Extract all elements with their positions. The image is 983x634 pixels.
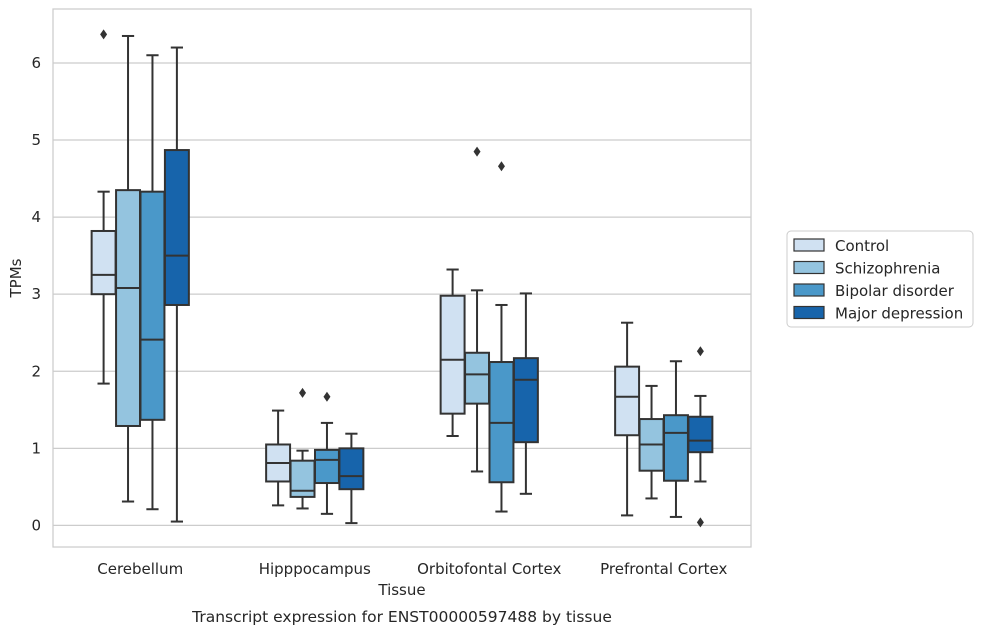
box-1-2 bbox=[464, 146, 491, 473]
y-tick-label: 3 bbox=[31, 285, 41, 303]
y-tick-label: 0 bbox=[31, 516, 41, 534]
legend-swatch bbox=[793, 238, 825, 252]
legend-swatch bbox=[793, 260, 825, 275]
legend-frame bbox=[786, 230, 974, 328]
box-body bbox=[139, 190, 166, 421]
box-0-3 bbox=[614, 321, 641, 517]
box-body bbox=[90, 229, 117, 296]
x-tick-label: Cerebellum bbox=[97, 560, 183, 578]
box-1-3 bbox=[638, 384, 665, 500]
box-body bbox=[338, 447, 365, 491]
box-body bbox=[512, 357, 539, 444]
legend-label: Schizophrenia bbox=[835, 260, 940, 278]
x-tick-labels: Cerebellum Hipppocampus Orbitofontal Corte… bbox=[97, 560, 727, 578]
outlier-point bbox=[696, 517, 704, 528]
box-body bbox=[687, 415, 714, 454]
y-tick-label: 4 bbox=[31, 208, 41, 226]
y-tick-label: 1 bbox=[31, 439, 41, 457]
outlier-point bbox=[100, 29, 108, 40]
box-body bbox=[614, 365, 641, 437]
y-axis-label: TPMs bbox=[7, 258, 25, 298]
box-body bbox=[313, 448, 340, 485]
box-1-0 bbox=[115, 34, 142, 503]
legend-label: Bipolar disorder bbox=[835, 282, 955, 300]
boxes-layer bbox=[90, 29, 714, 528]
box-body bbox=[439, 294, 466, 415]
legend-label: Major depression bbox=[835, 305, 963, 323]
x-tick-label: Hipppocampus bbox=[259, 560, 371, 578]
outlier-point bbox=[696, 346, 704, 357]
legend-swatch bbox=[793, 305, 825, 320]
figure-caption: Transcript expression for ENST0000059748… bbox=[191, 608, 612, 626]
box-body bbox=[115, 189, 142, 427]
x-tick-label: Orbitofontal Cortex bbox=[417, 560, 561, 578]
box-2-3 bbox=[662, 360, 689, 518]
outlier-point bbox=[299, 387, 307, 398]
box-body bbox=[662, 414, 689, 482]
box-3-2 bbox=[512, 292, 539, 495]
box-0-1 bbox=[265, 409, 292, 507]
x-tick-label: Prefrontal Cortex bbox=[600, 560, 727, 578]
box-2-0 bbox=[139, 54, 166, 511]
box-1-1 bbox=[289, 387, 316, 510]
y-tick-label: 6 bbox=[31, 54, 41, 72]
y-tick-labels: 0 1 2 3 4 5 6 bbox=[31, 54, 41, 534]
box-3-0 bbox=[163, 46, 190, 523]
outlier-point bbox=[497, 161, 505, 172]
y-tick-label: 5 bbox=[31, 131, 41, 149]
outlier-point bbox=[473, 146, 481, 157]
y-tick-label: 2 bbox=[31, 362, 41, 380]
box-2-2 bbox=[488, 161, 515, 513]
outlier-point bbox=[323, 391, 331, 402]
legend-swatch bbox=[793, 283, 825, 297]
box-3-3 bbox=[687, 346, 714, 528]
x-axis-label: Tissue bbox=[377, 581, 425, 599]
box-body bbox=[163, 149, 190, 306]
plot-area-frame bbox=[52, 8, 752, 548]
box-body bbox=[464, 351, 491, 405]
legend: Control Schizophrenia Bipolar disorder Majo… bbox=[786, 230, 974, 328]
legend-label: Control bbox=[835, 237, 889, 255]
box-3-1 bbox=[338, 432, 365, 525]
box-2-1 bbox=[313, 391, 340, 515]
box-0-0 bbox=[90, 29, 117, 385]
